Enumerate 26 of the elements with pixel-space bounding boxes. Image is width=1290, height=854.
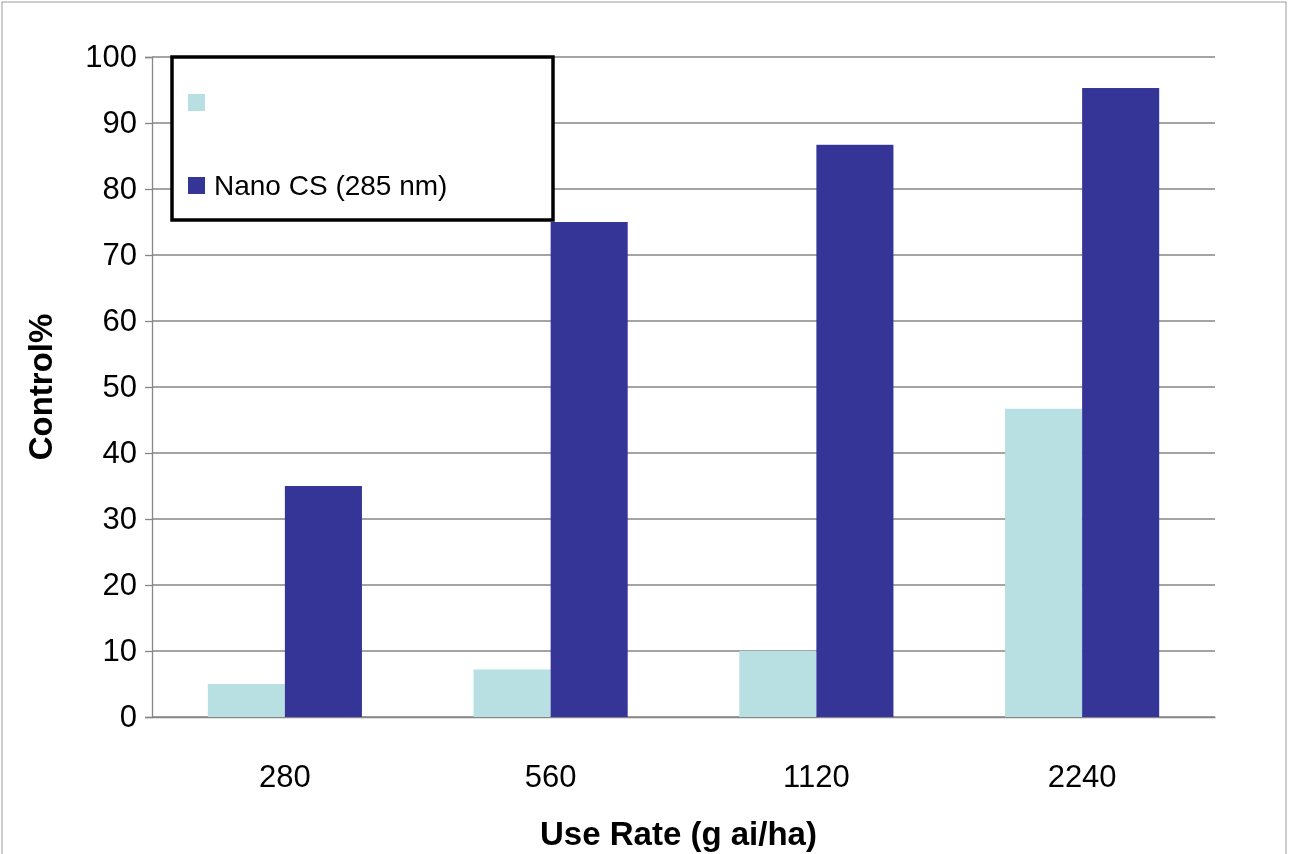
y-tick-label: 100 [85, 39, 137, 75]
bar [207, 684, 285, 717]
y-tick-label: 70 [102, 237, 137, 273]
y-tick-label: 30 [102, 501, 137, 537]
bar [1082, 88, 1160, 717]
y-tick-label: 90 [102, 105, 137, 141]
y-tick-label: 10 [102, 633, 137, 669]
x-tick-label: 280 [259, 759, 311, 795]
bar [284, 486, 362, 717]
y-axis-title: Control% [22, 313, 59, 461]
x-tick-label: 560 [524, 759, 577, 795]
x-axis-title: Use Rate (g ai/ha) [540, 815, 817, 852]
bar [739, 651, 817, 717]
bar [473, 669, 551, 717]
y-tick-label: 0 [119, 699, 137, 735]
legend-label: Nano CS (285 nm) [214, 170, 448, 201]
x-tick-label: 1120 [783, 759, 850, 795]
y-tick-label: 20 [102, 567, 137, 603]
bar [816, 144, 894, 717]
y-tick-label: 40 [102, 435, 137, 471]
bar [550, 222, 628, 717]
y-tick-label: 50 [102, 369, 137, 405]
y-tick-label: 60 [102, 303, 137, 339]
y-tick-label: 80 [102, 171, 137, 207]
x-tick-label: 2240 [1047, 759, 1117, 795]
bar [1005, 408, 1083, 717]
